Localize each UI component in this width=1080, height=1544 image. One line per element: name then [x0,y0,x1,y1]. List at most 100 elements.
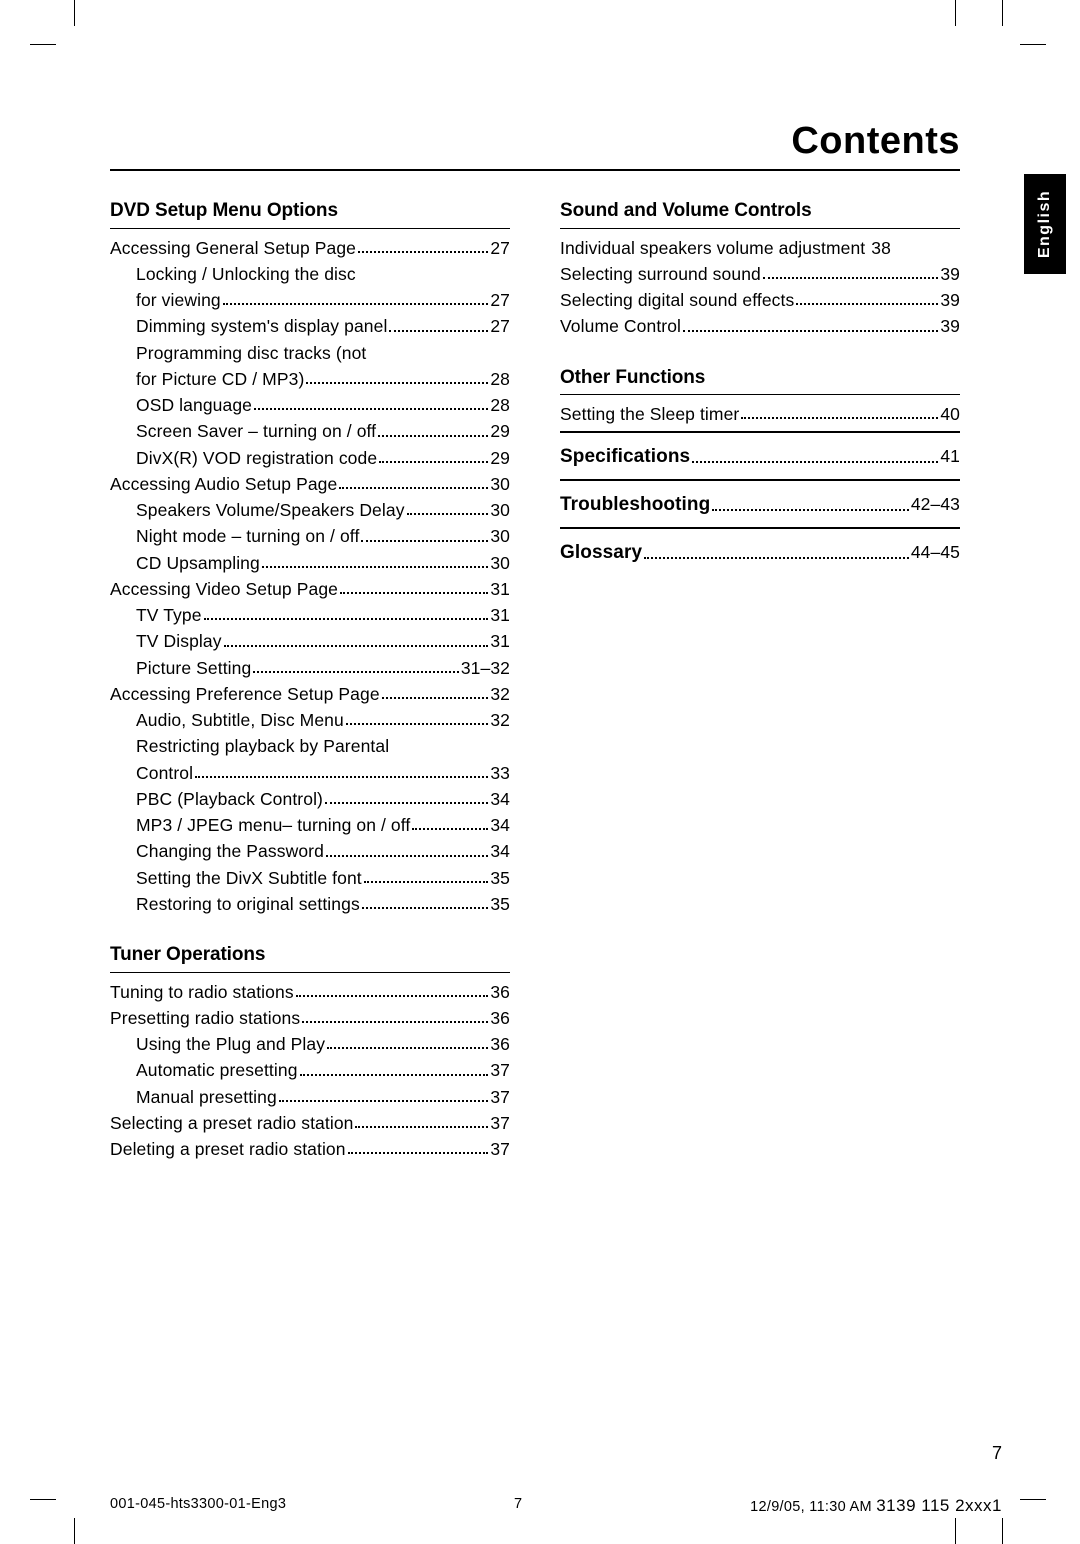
toc-dots [204,618,489,620]
toc-dots [195,776,488,778]
toc-page: 27 [490,313,510,339]
footer-date: 12/9/05, 11:30 AM [750,1499,872,1515]
toc-dots [741,417,938,419]
toc-entry: OSD language28 [110,392,510,418]
toc-entry: TV Type31 [110,602,510,628]
toc-dots [296,995,489,997]
toc-entry: Automatic presetting37 [110,1057,510,1083]
toc-dots [300,1074,489,1076]
toc-page: 32 [490,681,510,707]
toc-page: 37 [490,1110,510,1136]
toc-entry: Screen Saver – turning on / off29 [110,418,510,444]
toc-page: 34 [490,838,510,864]
toc-entry: Restricting playback by Parental [110,733,510,759]
toc-dots [378,435,488,437]
toc-entry: MP3 / JPEG menu– turning on / off34 [110,812,510,838]
toc-label: Selecting digital sound effects [560,287,794,313]
toc-label: Audio, Subtitle, Disc Menu [136,707,344,733]
footer-left: 001-045-hts3300-01-Eng3 [110,1496,286,1516]
toc-page: 31–32 [461,655,510,681]
toc-dots [712,509,909,511]
toc-label: Selecting surround sound [560,261,761,287]
toc-page: 37 [490,1084,510,1110]
toc-entry: DivX(R) VOD registration code29 [110,445,510,471]
toc-entry: Dimming system's display panel27 [110,313,510,339]
toc-label: Programming disc tracks (not [136,340,366,366]
toc-label: for Picture CD / MP3) [136,366,304,392]
toc-label: Specifications [560,443,690,472]
toc-page: 28 [490,366,510,392]
toc-page: 34 [490,812,510,838]
toc-label: Presetting radio stations [110,1005,300,1031]
toc-label: Night mode – turning on / off [136,523,359,549]
toc-dots [796,303,938,305]
toc-label: Setting the DivX Subtitle font [136,865,362,891]
toc-label: TV Display [136,628,222,654]
toc-dots [262,566,488,568]
toc-page: 31 [490,576,510,602]
section-gap [560,340,960,362]
toc-dots [254,408,488,410]
toc-entry: Control33 [110,760,510,786]
toc-page: 39 [940,313,960,339]
toc-entry: Accessing Video Setup Page31 [110,576,510,602]
toc-entry: Selecting a preset radio station 37 [110,1110,510,1136]
toc-label: Restricting playback by Parental [136,733,389,759]
toc-label: Selecting a preset radio station [110,1110,353,1136]
toc-page: 35 [490,891,510,917]
footer-center: 7 [514,1496,522,1516]
toc-page: 36 [490,1005,510,1031]
toc-label: PBC (Playback Control) [136,786,323,812]
toc-page: 27 [490,287,510,313]
toc-page: 30 [490,471,510,497]
toc-label: Picture Setting [136,655,251,681]
toc-dots [339,487,488,489]
toc-label: Control [136,760,193,786]
toc-label: CD Upsampling [136,550,260,576]
toc-dots [348,1152,489,1154]
toc-dots [355,1126,488,1128]
toc-entry: Troubleshooting42–43 [560,491,960,520]
toc-entry: Manual presetting 37 [110,1084,510,1110]
toc-entry: Selecting digital sound effects 39 [560,287,960,313]
toc-dots [382,697,489,699]
language-tab-label: English [1036,190,1054,258]
toc-label: Screen Saver – turning on / off [136,418,376,444]
toc-entry: Accessing Preference Setup Page 32 [110,681,510,707]
page-number: 7 [992,1443,1002,1464]
section-title: Sound and Volume Controls [560,197,960,229]
toc-label: Accessing Preference Setup Page [110,681,380,707]
toc-label: Locking / Unlocking the disc [136,261,356,287]
section-title: Tuner Operations [110,941,510,973]
toc-entry: Locking / Unlocking the disc [110,261,510,287]
toc-label: Accessing Audio Setup Page [110,471,337,497]
toc-entry: for Picture CD / MP3) 28 [110,366,510,392]
toc-entry: Accessing General Setup Page27 [110,235,510,261]
toc-entry: Deleting a preset radio station37 [110,1136,510,1162]
toc-label: Setting the Sleep timer [560,401,739,427]
toc-entry: Specifications41 [560,443,960,472]
toc-page: 38 [871,235,891,261]
footer-right: 12/9/05, 11:30 AM 3139 115 2xxx1 [750,1496,1002,1516]
toc-entry: Tuning to radio stations36 [110,979,510,1005]
toc-label: Individual speakers volume adjustment [560,235,865,261]
toc-dots [224,645,489,647]
section-rule [560,527,960,529]
toc-dots [407,513,489,515]
toc-label: Manual presetting [136,1084,277,1110]
toc-entry: Night mode – turning on / off30 [110,523,510,549]
toc-label: DivX(R) VOD registration code [136,445,377,471]
toc-label: Using the Plug and Play [136,1031,325,1057]
toc-label: Accessing General Setup Page [110,235,356,261]
section-title: DVD Setup Menu Options [110,197,510,229]
toc-entry: Picture Setting 31–32 [110,655,510,681]
toc-dots [279,1100,489,1102]
toc-label: TV Type [136,602,202,628]
toc-dots [326,855,488,857]
toc-page: 39 [940,287,960,313]
toc-entry: for viewing27 [110,287,510,313]
toc-label: Restoring to original settings [136,891,360,917]
toc-label: Deleting a preset radio station [110,1136,346,1162]
toc-dots [364,881,489,883]
toc-label: Changing the Password [136,838,324,864]
